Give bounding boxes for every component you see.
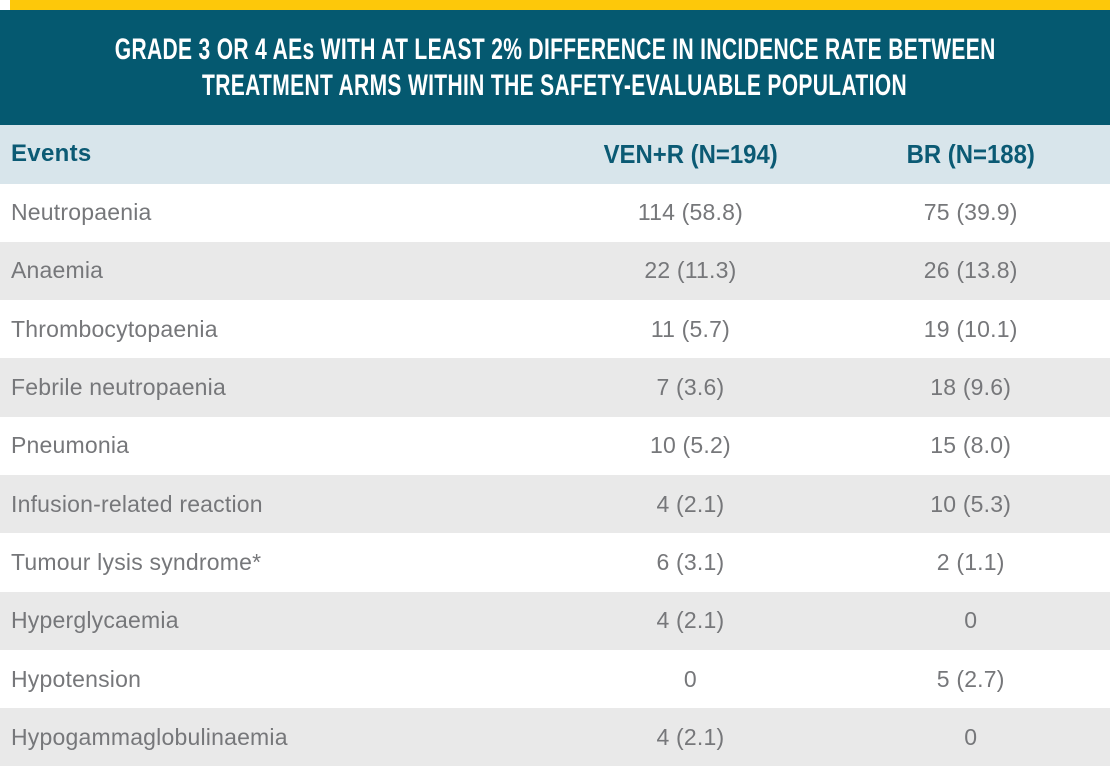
event-cell: Pneumonia	[11, 432, 130, 459]
event-cell: Anaemia	[11, 257, 104, 284]
column-header-venr: VEN+R (N=194)	[549, 125, 831, 184]
table-row: Infusion-related reaction 4 (2.1) 10 (5.…	[0, 474, 1110, 534]
event-cell: Infusion-related reaction	[11, 490, 263, 517]
venr-cell: 11 (5.7)	[650, 315, 730, 342]
venr-cell: 7 (3.6)	[656, 374, 725, 401]
venr-cell: 4 (2.1)	[656, 723, 725, 750]
table-row: Anaemia 22 (11.3) 26 (13.8)	[0, 241, 1110, 301]
column-header-br: BR (N=188)	[831, 125, 1110, 184]
br-cell: 0	[964, 723, 978, 750]
title-banner: GRADE 3 OR 4 AEs WITH AT LEAST 2% DIFFER…	[0, 10, 1110, 125]
br-cell: 5 (2.7)	[936, 665, 1005, 692]
column-header-venr-label: VEN+R (N=194)	[603, 138, 778, 169]
event-cell: Tumour lysis syndrome*	[11, 548, 262, 575]
table-row: Febrile neutropaenia 7 (3.6) 18 (9.6)	[0, 358, 1110, 417]
venr-cell: 4 (2.1)	[656, 607, 725, 634]
table-row: Neutropaenia 114 (58.8) 75 (39.9)	[0, 183, 1110, 242]
table-header-row: Events VEN+R (N=194) BR (N=188)	[0, 125, 1110, 184]
event-cell: Febrile neutropaenia	[11, 374, 226, 401]
banner-title-line1: GRADE 3 OR 4 AEs WITH AT LEAST 2% DIFFER…	[114, 33, 996, 66]
venr-cell: 22 (11.3)	[644, 257, 737, 284]
event-cell: Neutropaenia	[11, 199, 152, 226]
br-cell: 0	[964, 607, 978, 634]
venr-cell: 114 (58.8)	[637, 199, 743, 226]
venr-cell: 6 (3.1)	[656, 548, 725, 575]
table-row: Hypotension 0 5 (2.7)	[0, 649, 1110, 709]
event-cell: Thrombocytopaenia	[11, 315, 218, 342]
event-cell: Hyperglycaemia	[11, 607, 179, 634]
br-cell: 75 (39.9)	[923, 199, 1018, 226]
table-row: Thrombocytopaenia 11 (5.7) 19 (10.1)	[0, 300, 1110, 359]
event-cell: Hypogammaglobulinaemia	[11, 723, 288, 750]
table-row: Pneumonia 10 (5.2) 15 (8.0)	[0, 416, 1110, 475]
column-header-events: Events	[11, 140, 92, 168]
table-row: Hyperglycaemia 4 (2.1) 0	[0, 591, 1110, 650]
venr-cell: 0	[683, 665, 697, 692]
br-cell: 18 (9.6)	[930, 374, 1012, 401]
adverse-events-table: Events VEN+R (N=194) BR (N=188) Neutropa…	[0, 125, 1110, 767]
br-cell: 15 (8.0)	[930, 432, 1012, 459]
br-cell: 26 (13.8)	[923, 257, 1018, 284]
table-row: Tumour lysis syndrome* 6 (3.1) 2 (1.1)	[0, 533, 1110, 592]
br-cell: 10 (5.3)	[930, 490, 1012, 517]
column-header-br-label: BR (N=188)	[906, 138, 1035, 169]
venr-cell: 4 (2.1)	[656, 490, 725, 517]
accent-bar	[10, 0, 1110, 10]
event-cell: Hypotension	[11, 665, 142, 692]
br-cell: 19 (10.1)	[923, 315, 1018, 342]
venr-cell: 10 (5.2)	[649, 432, 731, 459]
br-cell: 2 (1.1)	[936, 548, 1005, 575]
banner-title-line2: TREATMENT ARMS WITHIN THE SAFETY-EVALUAB…	[202, 69, 908, 102]
table-row: Hypogammaglobulinaemia 4 (2.1) 0	[0, 708, 1110, 767]
